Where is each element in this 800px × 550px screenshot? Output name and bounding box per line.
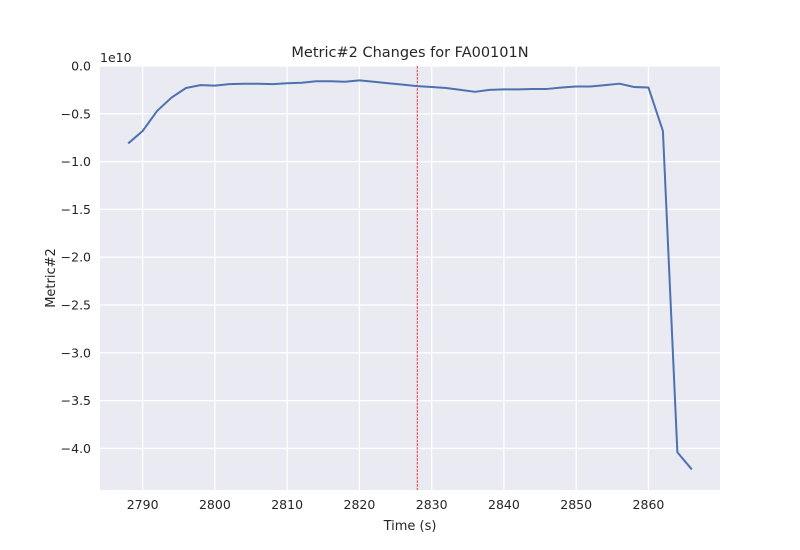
x-tick-label: 2790 [127, 497, 159, 512]
y-tick-label: −3.5 [61, 393, 91, 408]
y-offset-label: 1e10 [100, 50, 132, 65]
x-tick-label: 2850 [560, 497, 592, 512]
x-tick-labels: 2790 2800 2810 2820 2830 2840 2850 2860 [127, 497, 665, 512]
x-tick-label: 2830 [416, 497, 448, 512]
y-tick-label: −2.0 [61, 250, 91, 265]
x-tick-label: 2810 [271, 497, 303, 512]
y-tick-label: −4.0 [61, 441, 91, 456]
y-axis-label: Metric#2 [44, 248, 59, 308]
y-tick-labels: 0.0 −0.5 −1.0 −1.5 −2.0 −2.5 −3.0 −3.5 −4.0 [61, 59, 91, 456]
y-tick-label: −3.0 [61, 345, 91, 360]
y-tick-label: −2.5 [61, 298, 91, 313]
series-line [127, 79, 693, 471]
x-axis-label: Time (s) [383, 519, 437, 534]
plot-area [100, 66, 720, 490]
x-tick-label: 2820 [344, 497, 376, 512]
y-tick-label: 0.0 [71, 59, 91, 74]
x-tick-label: 2840 [488, 497, 520, 512]
grid-lines [100, 65, 720, 490]
y-tick-label: −1.5 [61, 202, 91, 217]
x-tick-label: 2860 [633, 497, 665, 512]
series-layer [127, 79, 693, 471]
chart-title: Metric#2 Changes for FA00101N [291, 45, 528, 61]
x-tick-label: 2800 [199, 497, 231, 512]
y-tick-label: −1.0 [61, 154, 91, 169]
y-tick-label: −0.5 [61, 106, 91, 121]
